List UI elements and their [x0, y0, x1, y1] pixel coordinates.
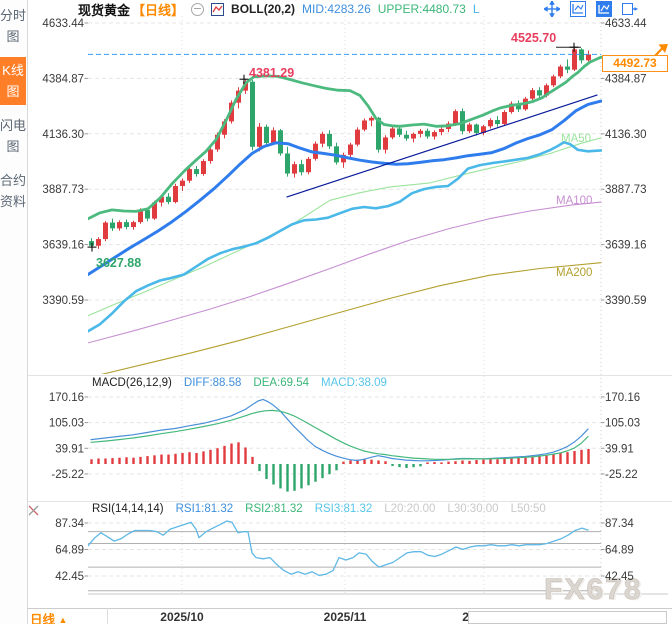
high-price-label: 4525.70 [511, 31, 557, 45]
ma-lines [88, 137, 602, 374]
date-tick-nov: 2025/11 [323, 610, 367, 624]
divider-main-macd [27, 375, 672, 376]
ma100-label: MA100 [556, 195, 593, 207]
pan-tool-icon[interactable] [542, 0, 562, 19]
rsi1-value: RSI1:81.32 [175, 503, 234, 515]
divider-macd-rsi [27, 501, 672, 502]
rsi-params[interactable]: RSI(14,14,14) [92, 503, 164, 515]
bollinger-bands [88, 55, 602, 333]
indicator-name[interactable]: BOLL(20,2) [231, 2, 296, 16]
rsi3-value: RSI3:81.32 [314, 503, 373, 515]
scale-chart-active-icon[interactable] [596, 1, 612, 17]
price-markers [87, 42, 581, 252]
kline-chart-icon[interactable] [211, 2, 225, 16]
svg-text:87.34: 87.34 [55, 518, 84, 530]
macd-params[interactable]: MACD(26,12,9) [92, 377, 172, 389]
svg-text:3639.16: 3639.16 [605, 240, 647, 252]
svg-text:64.89: 64.89 [55, 545, 84, 557]
ma200-label: MA200 [556, 267, 593, 279]
low-price-label: 3627.88 [96, 256, 142, 270]
rsi-line [88, 520, 589, 577]
trendline [286, 94, 598, 198]
svg-text:-25.22: -25.22 [605, 469, 638, 481]
svg-text:3390.59: 3390.59 [42, 295, 84, 307]
svg-text:4384.87: 4384.87 [42, 73, 84, 85]
rsi-level-lines [88, 531, 601, 592]
h-scrollbar-track[interactable] [468, 611, 667, 624]
date-tick-oct: 2025/10 [160, 610, 204, 624]
rsi2-value: RSI2:81.32 [245, 503, 303, 515]
svg-text:64.89: 64.89 [605, 545, 634, 557]
rsi-header: RSI(14,14,14) RSI1:81.32 RSI2:81.32 RSI3… [92, 503, 546, 515]
boll-lower-value-truncated: L [472, 2, 480, 16]
rsi-l30-level: L30:30.00 [447, 503, 499, 515]
axis-ticks [84, 22, 605, 577]
svg-text:4633.44: 4633.44 [605, 18, 647, 30]
axis-labels: 4633.44 4633.44 4384.87 4384.87 4136.30 4136.… [42, 18, 647, 583]
svg-text:3887.73: 3887.73 [605, 184, 647, 196]
macd-dea-value: DEA:69.54 [253, 377, 310, 389]
svg-text:FX678: FX678 [546, 574, 644, 607]
svg-text:42.45: 42.45 [605, 571, 634, 583]
minus-circle-icon[interactable] [191, 2, 205, 16]
sidebar-tab-kline[interactable]: K线图 [0, 57, 26, 105]
symbol-name: 现货黄金 [78, 2, 131, 18]
svg-text:87.34: 87.34 [605, 518, 634, 530]
svg-text:3390.59: 3390.59 [605, 295, 647, 307]
macd-diff-value: DIFF:88.58 [183, 377, 242, 389]
svg-text:170.16: 170.16 [49, 392, 84, 404]
shift-right-icon[interactable] [622, 1, 638, 17]
svg-text:105.03: 105.03 [605, 418, 640, 430]
rsi-l50-level: L50:50 [510, 503, 546, 515]
svg-text:39.91: 39.91 [55, 443, 84, 455]
macd-macd-value: MACD:38.09 [321, 377, 387, 389]
sidebar-tab-lightning[interactable]: 闪电图 [0, 118, 27, 154]
svg-text:FX678: FX678 [544, 573, 642, 606]
ma50-label: MA50 [561, 133, 592, 145]
svg-text:3887.73: 3887.73 [42, 184, 84, 196]
svg-text:4384.87: 4384.87 [605, 73, 647, 85]
svg-text:4136.30: 4136.30 [605, 129, 647, 141]
macd-lines [90, 398, 589, 462]
boll-mid-value: MID:4283.26 [302, 2, 371, 16]
scale-axis-icon[interactable] [570, 1, 586, 17]
svg-text:-25.22: -25.22 [51, 469, 84, 481]
svg-text:39.91: 39.91 [605, 443, 634, 455]
rsi-l20-level: L20:20.00 [384, 503, 436, 515]
bottom-divider [107, 608, 108, 624]
chart-toolbar [542, 0, 638, 19]
divider-time-axis [0, 608, 672, 609]
boll-upper-value: UPPER:4480.73 [377, 2, 466, 16]
chart-header: 现货黄金 【日线】 BOLL(20,2) MID:4283.26 UPPER:44… [78, 1, 480, 18]
svg-text:4136.30: 4136.30 [42, 129, 84, 141]
sidebar-tab-timeline[interactable]: 分时图 [0, 8, 27, 44]
peak-price-label: 4381.29 [249, 66, 295, 80]
period-tag: 【日线】 [132, 2, 185, 18]
period-selector[interactable]: 日线 ▲ [30, 613, 68, 624]
svg-text:42.45: 42.45 [55, 571, 84, 583]
candlestick-series [89, 47, 591, 249]
sidebar-tab-contract-info[interactable]: 合约资料 [0, 173, 27, 209]
period-up-arrow-icon: ▲ [58, 615, 68, 624]
svg-text:105.03: 105.03 [49, 418, 84, 430]
macd-header: MACD(26,12,9) DIFF:88.58 DEA:69.54 MACD:… [92, 377, 387, 389]
svg-text:3639.16: 3639.16 [42, 240, 84, 252]
last-price-badge: 4492.73 [602, 55, 668, 72]
rsi-settings-icon[interactable] [28, 503, 39, 521]
macd-histogram [90, 442, 590, 492]
svg-text:4633.44: 4633.44 [42, 18, 84, 30]
sidebar: 分时图 K线图 闪电图 合约资料 [0, 0, 28, 624]
svg-text:170.16: 170.16 [605, 392, 640, 404]
